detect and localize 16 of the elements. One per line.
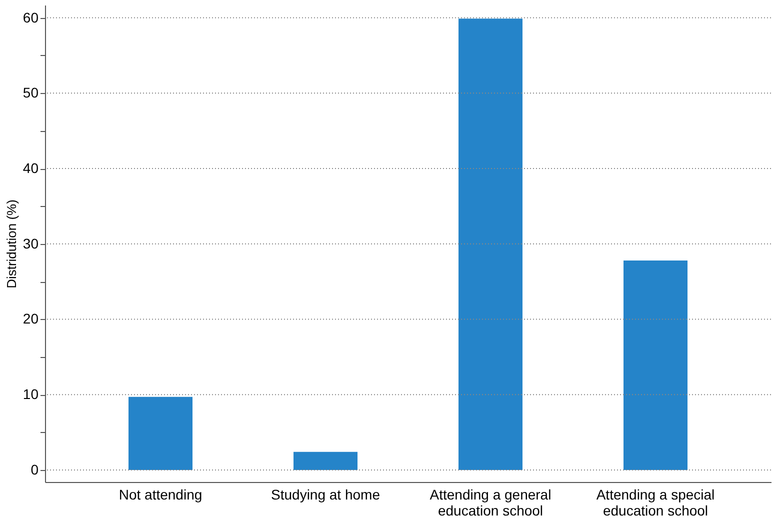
y-axis-title: Distridution (%) [4,200,19,288]
bar [624,260,688,470]
y-tick-label: 0 [30,461,39,478]
y-tick-label: 20 [22,310,39,327]
bar [128,396,192,470]
y-tick-label: 10 [22,386,39,402]
x-tick-label: Attending a special education school [596,486,715,518]
bar [458,18,522,470]
y-tick-label: 60 [22,9,39,26]
bar [294,452,358,470]
y-tick-label: 40 [22,160,39,176]
y-tick-label: 30 [22,235,39,252]
x-tick-label: Attending a general education school [430,486,552,518]
x-tick-label: Studying at home [271,486,380,502]
y-tick-label: 50 [22,84,39,101]
x-tick-label: Not attending [118,486,202,502]
